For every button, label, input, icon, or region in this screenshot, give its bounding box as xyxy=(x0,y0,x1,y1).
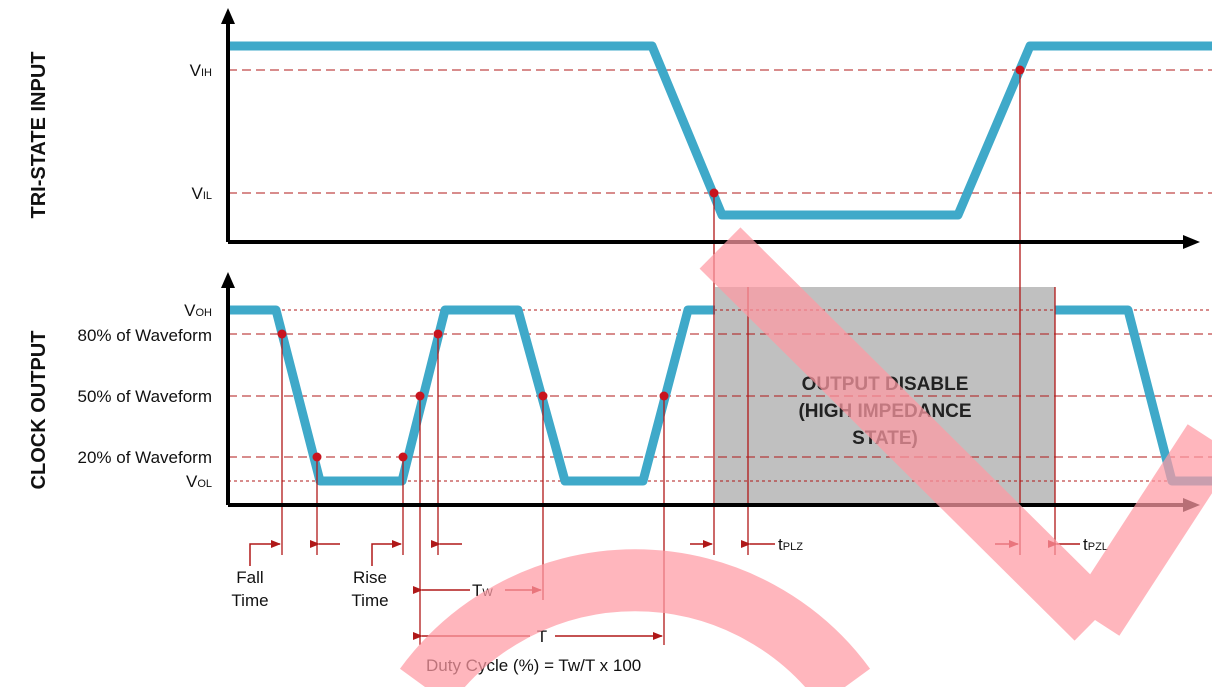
fall-time-label-2: Time xyxy=(231,591,268,610)
pct20-label: 20% of Waveform xyxy=(78,448,212,467)
fall-time-label-1: Fall xyxy=(236,568,263,587)
voh-label: VOH xyxy=(184,301,212,320)
pct80-label: 80% of Waveform xyxy=(78,326,212,345)
tri-state-input-waveform xyxy=(228,41,1212,220)
t-label: T xyxy=(537,627,547,646)
vil-label: VIL xyxy=(191,184,212,203)
watermark-overlay xyxy=(399,227,1212,687)
vih-label: VIH xyxy=(190,61,212,80)
tpzl-label: tPZL xyxy=(1083,535,1108,554)
rise-time-label-1: Rise xyxy=(353,568,387,587)
watermark-diagonal-2 xyxy=(1070,424,1212,636)
rise-time-label-2: Time xyxy=(351,591,388,610)
top-reference-lines xyxy=(228,69,1212,194)
vol-label: VOL xyxy=(186,472,212,491)
axes xyxy=(226,18,1185,507)
watermark-arc xyxy=(399,549,871,687)
tplz-label: tPLZ xyxy=(778,535,803,554)
pct50-label: 50% of Waveform xyxy=(78,387,212,406)
tri-state-input-title: TRI-STATE INPUT xyxy=(28,51,50,218)
clock-output-title: CLOCK OUTPUT xyxy=(28,331,50,490)
watermark-diagonal-1 xyxy=(699,227,1116,641)
crossing-points xyxy=(277,65,1025,462)
